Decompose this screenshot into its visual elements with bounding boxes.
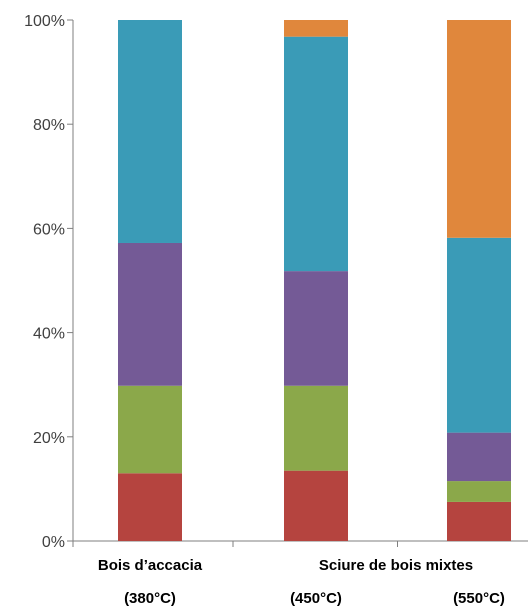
y-tick-label: 0% xyxy=(42,534,65,551)
bars xyxy=(118,20,511,541)
bar-segment xyxy=(284,271,348,386)
labels: Bois d’accacia (380°C) (450°C) Sciure de bo… xyxy=(98,557,505,607)
bar-segment xyxy=(447,20,511,238)
bar-segment xyxy=(447,237,511,433)
category-label-line2: (550°C) xyxy=(453,590,505,607)
bar-segment xyxy=(118,20,182,243)
bar-segment xyxy=(118,473,182,541)
category-label-line2: (380°C) xyxy=(124,590,176,607)
category-label-line1: Sciure de bois mixtes xyxy=(319,557,473,574)
bar-segment xyxy=(284,385,348,471)
bar-segment xyxy=(284,470,348,541)
y-tick-label: 100% xyxy=(24,13,65,30)
bar-segment xyxy=(284,36,348,272)
bar-segment xyxy=(447,501,511,541)
y-tick-label: 40% xyxy=(33,326,65,343)
y-tick-label: 20% xyxy=(33,430,65,447)
category-label-line1: Bois d’accacia xyxy=(98,557,203,574)
bar-segment xyxy=(447,432,511,482)
y-tick-label: 80% xyxy=(33,117,65,134)
category-label-line2: (450°C) xyxy=(290,590,342,607)
bar-segment xyxy=(447,481,511,502)
bar-segment xyxy=(284,20,348,37)
bar-segment xyxy=(118,242,182,386)
y-tick-label: 60% xyxy=(33,221,65,238)
bar-segment xyxy=(118,385,182,474)
